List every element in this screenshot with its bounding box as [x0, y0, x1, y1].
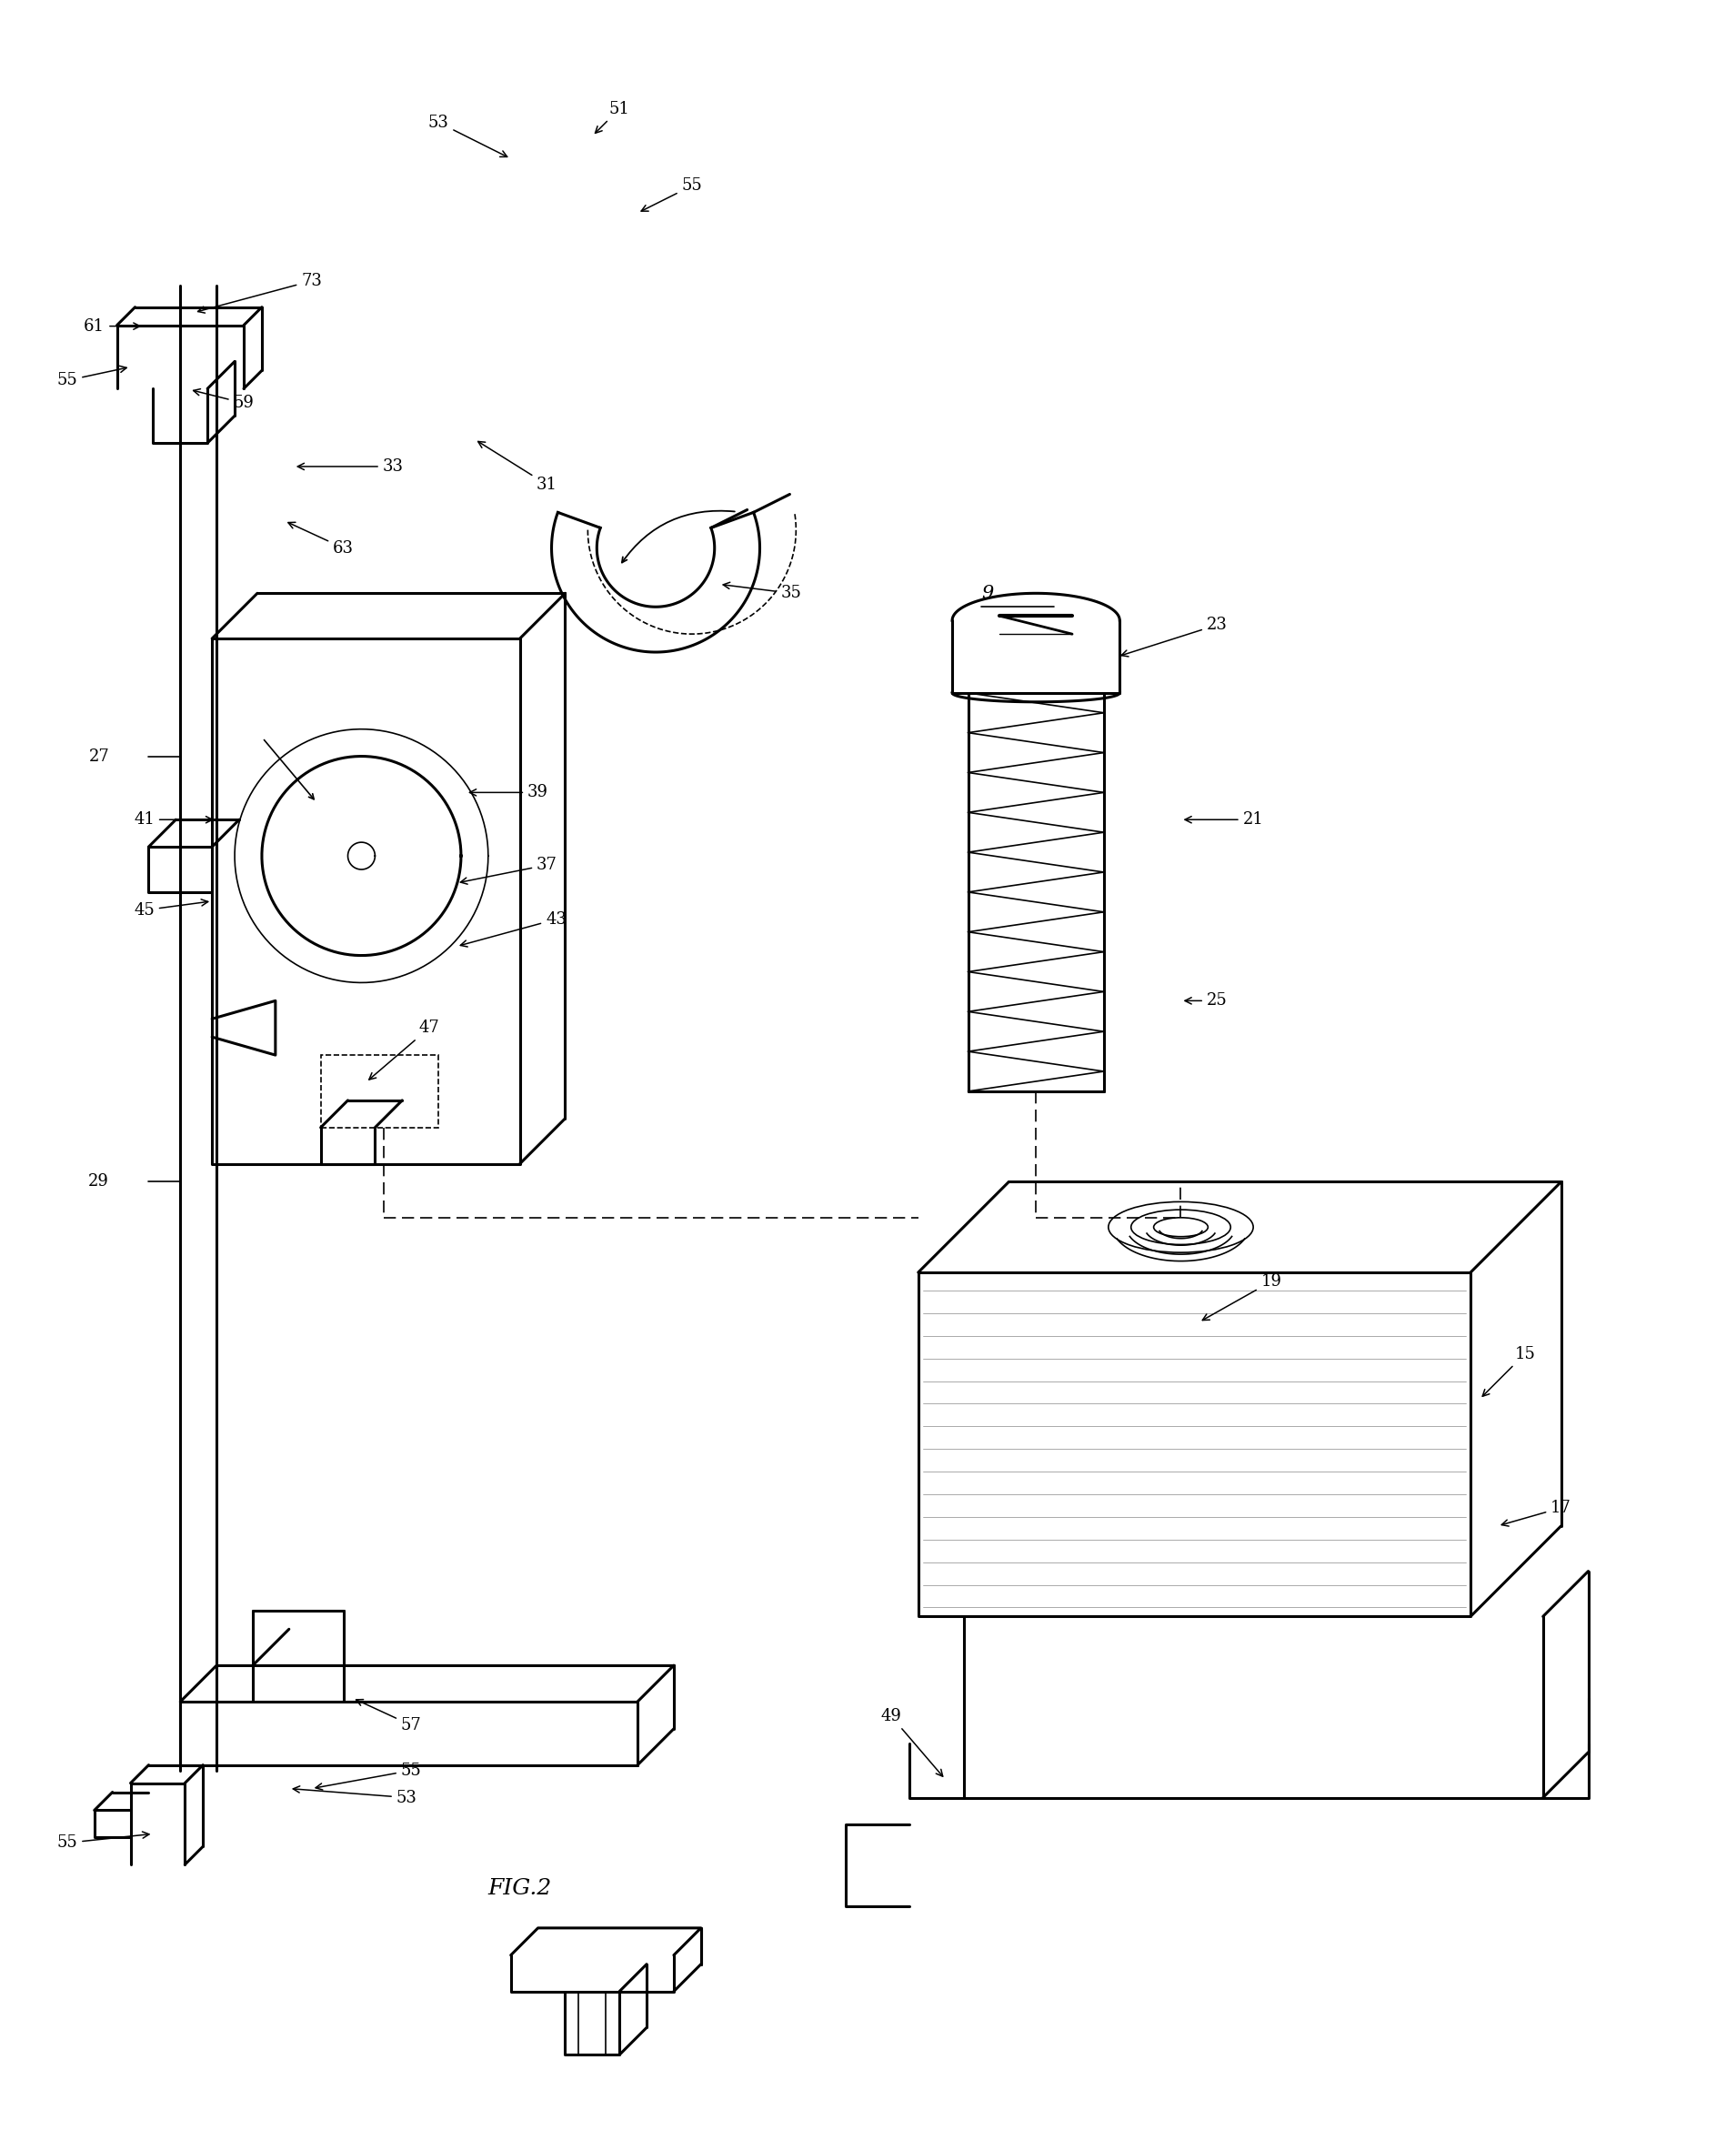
- Text: 51: 51: [595, 101, 630, 133]
- Text: 29: 29: [89, 1174, 109, 1191]
- Bar: [321, 1056, 439, 1127]
- Text: 27: 27: [89, 748, 109, 765]
- Text: 53: 53: [429, 114, 507, 157]
- Text: 61: 61: [83, 318, 141, 335]
- Text: 37: 37: [460, 856, 557, 884]
- Text: 9: 9: [981, 585, 993, 602]
- Text: 15: 15: [1483, 1346, 1535, 1395]
- Text: FIG.2: FIG.2: [488, 1877, 552, 1898]
- Text: 57: 57: [356, 1699, 422, 1733]
- Text: 59: 59: [193, 389, 253, 411]
- Text: 23: 23: [1121, 617, 1227, 656]
- Text: 21: 21: [1186, 811, 1264, 828]
- Text: 63: 63: [288, 522, 354, 557]
- Text: 35: 35: [724, 583, 802, 602]
- Text: 53: 53: [293, 1787, 417, 1806]
- Text: 31: 31: [477, 441, 557, 492]
- Text: 45: 45: [134, 899, 208, 918]
- Text: 55: 55: [57, 1832, 149, 1851]
- Text: 55: 55: [641, 178, 703, 211]
- Text: 19: 19: [1203, 1273, 1281, 1320]
- Text: 41: 41: [134, 811, 212, 828]
- Text: 17: 17: [1502, 1501, 1571, 1526]
- Text: 55: 55: [316, 1763, 422, 1789]
- Text: 47: 47: [370, 1019, 439, 1079]
- Text: 33: 33: [297, 458, 403, 475]
- Text: 43: 43: [460, 912, 566, 946]
- Text: 73: 73: [198, 273, 323, 314]
- Text: 49: 49: [880, 1707, 943, 1776]
- Text: 55: 55: [57, 366, 127, 389]
- Text: 25: 25: [1186, 993, 1227, 1008]
- Text: 39: 39: [470, 785, 549, 800]
